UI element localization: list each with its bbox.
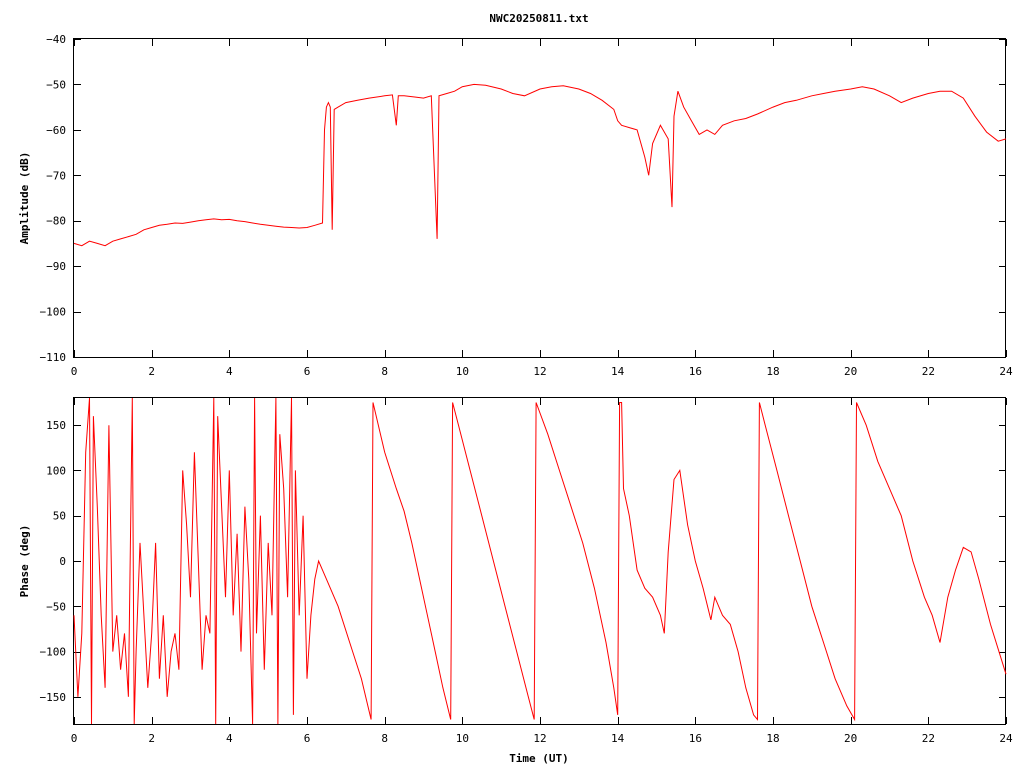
amplitude-x-tick-label: 6 (304, 365, 311, 378)
phase-x-tick-label: 12 (533, 732, 546, 745)
phase-x-tick-label: 18 (766, 732, 779, 745)
phase-x-tick-label: 10 (456, 732, 469, 745)
amplitude-y-tick-label: −90 (46, 260, 66, 273)
phase-x-tick-label: 16 (689, 732, 702, 745)
amplitude-x-tick-label: 22 (922, 365, 935, 378)
phase-x-tick-label: 24 (999, 732, 1013, 745)
amplitude-x-tick-label: 24 (999, 365, 1013, 378)
amplitude-x-tick-label: 4 (226, 365, 233, 378)
phase-panel: 0 2 4 6 8 10 12 14 16 18 20 22 24150100500−50−100−15… (18, 397, 1013, 765)
amplitude-x-tick-label: 2 (148, 365, 155, 378)
time-x-axis-label: Time (UT) (509, 752, 569, 765)
amplitude-x-tick-label: 20 (844, 365, 857, 378)
phase-y-tick-label: 100 (46, 464, 66, 477)
phase-x-tick-label: 8 (381, 732, 388, 745)
amplitude-x-tick-label: 8 (381, 365, 388, 378)
phase-ticks: 0 2 4 6 8 10 12 14 16 18 20 22 24150100500−50−100−15… (40, 398, 1013, 745)
phase-x-tick-label: 14 (611, 732, 625, 745)
phase-y-tick-label: 0 (59, 555, 66, 568)
amplitude-x-tick-label: 10 (456, 365, 469, 378)
amplitude-series-line (73, 83, 1007, 247)
amplitude-y-tick-label: −40 (46, 33, 66, 46)
amplitude-plot-frame (73, 38, 1006, 358)
phase-x-tick-label: 4 (226, 732, 233, 745)
phase-y-axis-label: Phase (deg) (18, 525, 31, 598)
amplitude-y-tick-label: −70 (46, 169, 66, 182)
phase-y-tick-label: −100 (40, 646, 67, 659)
phase-x-tick-label: 22 (922, 732, 935, 745)
amplitude-y-tick-label: −60 (46, 124, 66, 137)
amplitude-x-tick-label: 16 (689, 365, 702, 378)
phase-x-tick-label: 0 (71, 732, 78, 745)
chart-title: NWC20250811.txt (489, 12, 588, 25)
amplitude-y-tick-label: −50 (46, 78, 66, 91)
amplitude-x-tick-label: 18 (766, 365, 779, 378)
phase-y-tick-label: 150 (46, 419, 66, 432)
phase-y-tick-label: −50 (46, 600, 66, 613)
amplitude-panel: 0 2 4 6 8 10 12 14 16 18 20 22 24−40−50−60−70−80−90−… (18, 33, 1013, 378)
amplitude-x-tick-label: 14 (611, 365, 625, 378)
amplitude-y-tick-label: −110 (40, 351, 67, 364)
phase-series-line (73, 397, 1007, 725)
phase-x-tick-label: 2 (148, 732, 155, 745)
amplitude-ticks: 0 2 4 6 8 10 12 14 16 18 20 22 24−40−50−60−70−80−90−… (40, 33, 1013, 378)
phase-y-tick-label: 50 (53, 510, 66, 523)
phase-y-tick-label: −150 (40, 691, 67, 704)
amplitude-y-axis-label: Amplitude (dB) (18, 152, 31, 245)
amplitude-y-tick-label: −100 (40, 306, 67, 319)
phase-x-tick-label: 20 (844, 732, 857, 745)
amplitude-x-tick-label: 12 (533, 365, 546, 378)
phase-x-tick-label: 6 (304, 732, 311, 745)
amplitude-x-tick-label: 0 (71, 365, 78, 378)
amplitude-y-tick-label: −80 (46, 215, 66, 228)
